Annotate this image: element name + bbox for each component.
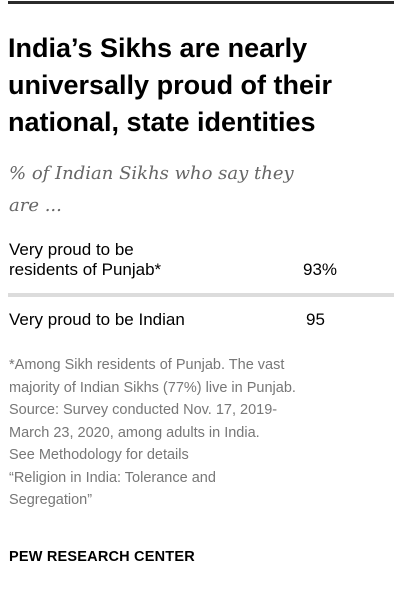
top-rule: [8, 1, 394, 4]
subtitle-line: % of Indian Sikhs who say they: [9, 163, 294, 184]
chart-title: India’s Sikhs are nearly universally pro…: [8, 30, 388, 141]
source-note: *Among Sikh residents of Punjab. The vas…: [9, 354, 394, 512]
row-label-line: Very proud to be: [9, 240, 134, 259]
row-value-indian: 95: [306, 310, 325, 329]
note-line: See Methodology for details: [9, 447, 189, 463]
row-value-punjab: 93%: [303, 260, 338, 279]
title-line: India’s Sikhs are nearly: [8, 33, 308, 63]
subtitle-line: are ...: [9, 195, 62, 216]
row-label-indian: Very proud to be Indian: [9, 310, 185, 330]
row-label-punjab: Very proud to be residents of Punjab*: [9, 240, 161, 280]
note-line: Source: Survey conducted Nov. 17, 2019-: [9, 402, 278, 418]
chart-subtitle: % of Indian Sikhs who say they are ...: [9, 158, 369, 222]
note-line: March 23, 2020, among adults in India.: [9, 424, 260, 441]
title-line: national, state identities: [8, 107, 316, 137]
note-line: Segregation”: [9, 492, 93, 508]
note-line: majority of Indian Sikhs (77%) live in P…: [9, 379, 296, 396]
note-line: *Among Sikh residents of Punjab. The vas…: [9, 357, 285, 373]
brand-footer: PEW RESEARCH CENTER: [9, 549, 195, 565]
row-label-line: residents of Punjab*: [9, 260, 162, 279]
row-label-line: Very proud to be Indian: [9, 310, 185, 329]
title-line: universally proud of their: [8, 70, 333, 100]
row-divider: [8, 293, 394, 297]
note-line: “Religion in India: Tolerance and: [9, 469, 216, 486]
